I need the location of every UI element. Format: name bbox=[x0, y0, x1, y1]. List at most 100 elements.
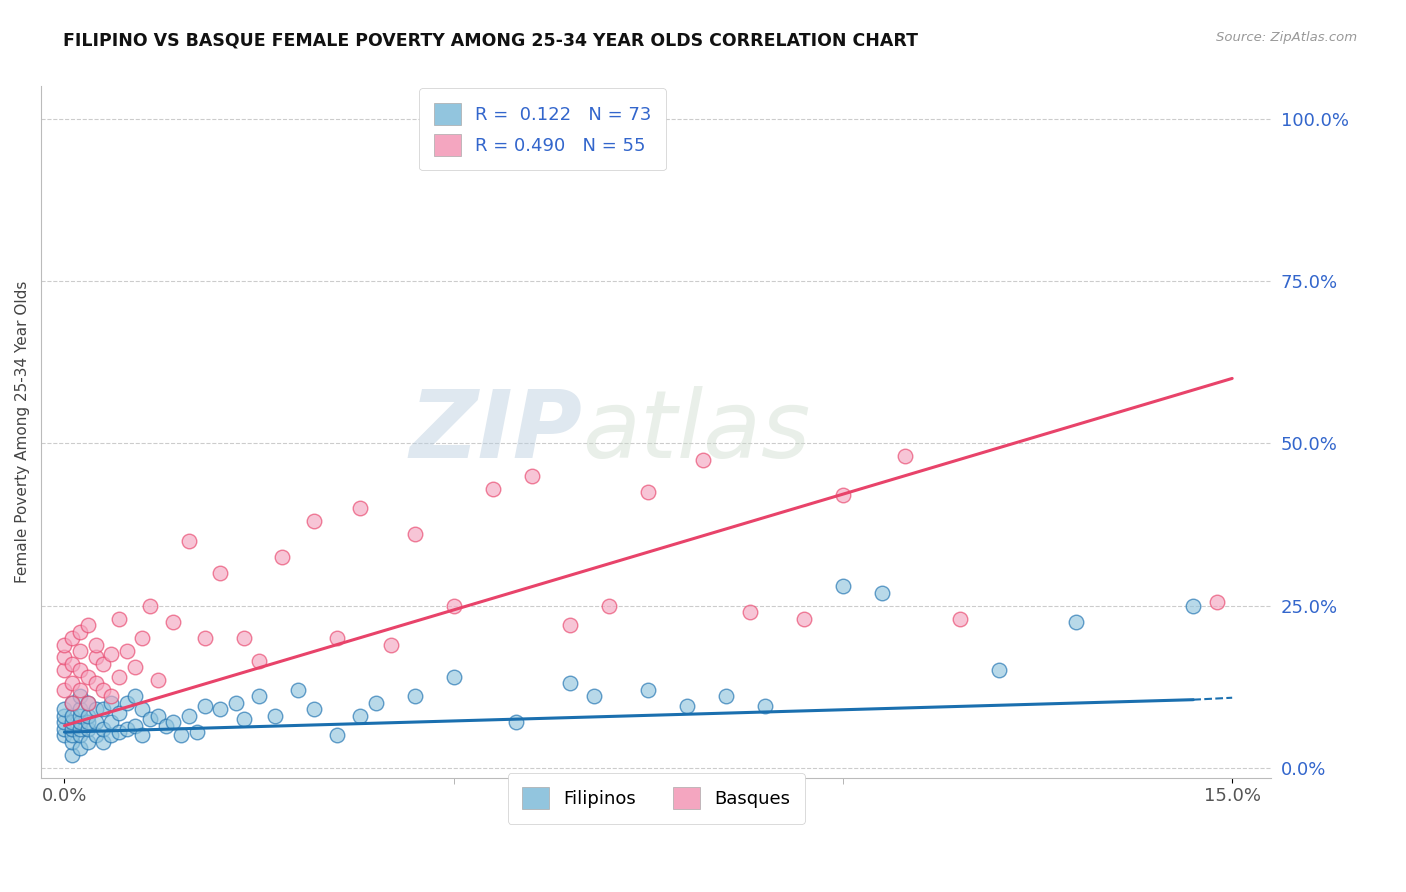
Point bbox=[987, 664, 1010, 678]
Point bbox=[676, 699, 699, 714]
Point bbox=[84, 638, 107, 652]
Point bbox=[1182, 599, 1205, 613]
Point bbox=[69, 664, 91, 678]
Point bbox=[326, 631, 349, 645]
Point bbox=[60, 715, 83, 730]
Point bbox=[1066, 615, 1088, 629]
Point bbox=[69, 702, 91, 716]
Point bbox=[177, 533, 200, 548]
Point bbox=[177, 709, 200, 723]
Point bbox=[69, 741, 91, 756]
Point bbox=[93, 682, 115, 697]
Point bbox=[146, 709, 169, 723]
Point bbox=[194, 699, 217, 714]
Point bbox=[349, 501, 371, 516]
Point bbox=[209, 566, 232, 581]
Point bbox=[232, 631, 254, 645]
Point bbox=[69, 682, 91, 697]
Point bbox=[60, 709, 83, 723]
Point bbox=[76, 715, 98, 730]
Point bbox=[124, 718, 146, 732]
Point bbox=[832, 488, 855, 502]
Point bbox=[100, 715, 122, 730]
Point bbox=[271, 549, 294, 564]
Point bbox=[69, 644, 91, 658]
Point bbox=[139, 599, 162, 613]
Point bbox=[194, 631, 217, 645]
Point bbox=[53, 702, 76, 716]
Point bbox=[60, 696, 83, 710]
Point bbox=[76, 670, 98, 684]
Text: Source: ZipAtlas.com: Source: ZipAtlas.com bbox=[1216, 31, 1357, 45]
Point bbox=[598, 599, 620, 613]
Point bbox=[139, 712, 162, 726]
Point bbox=[131, 728, 153, 742]
Point bbox=[155, 718, 177, 732]
Point bbox=[949, 611, 972, 625]
Point bbox=[714, 690, 737, 704]
Point bbox=[115, 722, 138, 736]
Point bbox=[108, 611, 131, 625]
Point bbox=[209, 702, 232, 716]
Point bbox=[84, 702, 107, 716]
Point bbox=[53, 650, 76, 665]
Point bbox=[108, 725, 131, 739]
Point bbox=[100, 647, 122, 661]
Point bbox=[53, 682, 76, 697]
Point bbox=[60, 696, 83, 710]
Point bbox=[582, 690, 605, 704]
Point bbox=[124, 690, 146, 704]
Point bbox=[443, 599, 465, 613]
Point bbox=[302, 514, 325, 528]
Point bbox=[76, 618, 98, 632]
Point bbox=[60, 722, 83, 736]
Point bbox=[793, 611, 815, 625]
Text: atlas: atlas bbox=[582, 386, 810, 477]
Point bbox=[738, 605, 761, 619]
Point bbox=[76, 709, 98, 723]
Point bbox=[505, 715, 527, 730]
Point bbox=[60, 728, 83, 742]
Point bbox=[115, 644, 138, 658]
Point bbox=[131, 702, 153, 716]
Point bbox=[69, 728, 91, 742]
Point bbox=[69, 722, 91, 736]
Point bbox=[832, 579, 855, 593]
Point bbox=[93, 735, 115, 749]
Point bbox=[349, 709, 371, 723]
Point bbox=[560, 676, 582, 690]
Point bbox=[84, 715, 107, 730]
Point bbox=[100, 696, 122, 710]
Legend: Filipinos, Basques: Filipinos, Basques bbox=[508, 772, 804, 824]
Point bbox=[69, 624, 91, 639]
Point bbox=[443, 670, 465, 684]
Point bbox=[84, 650, 107, 665]
Point bbox=[1205, 595, 1227, 609]
Point bbox=[108, 706, 131, 720]
Point bbox=[69, 690, 91, 704]
Point bbox=[69, 715, 91, 730]
Point bbox=[692, 452, 714, 467]
Point bbox=[637, 682, 659, 697]
Point bbox=[287, 682, 309, 697]
Point bbox=[53, 638, 76, 652]
Point bbox=[84, 676, 107, 690]
Point bbox=[380, 638, 402, 652]
Point bbox=[93, 657, 115, 671]
Point bbox=[60, 657, 83, 671]
Point bbox=[53, 715, 76, 730]
Point bbox=[326, 728, 349, 742]
Point bbox=[263, 709, 285, 723]
Point bbox=[232, 712, 254, 726]
Point bbox=[364, 696, 387, 710]
Point bbox=[870, 585, 893, 599]
Point bbox=[76, 696, 98, 710]
Point bbox=[146, 673, 169, 688]
Point bbox=[60, 735, 83, 749]
Point bbox=[754, 699, 776, 714]
Point bbox=[100, 690, 122, 704]
Point bbox=[481, 482, 503, 496]
Point bbox=[53, 722, 76, 736]
Point bbox=[404, 527, 426, 541]
Text: ZIP: ZIP bbox=[409, 386, 582, 478]
